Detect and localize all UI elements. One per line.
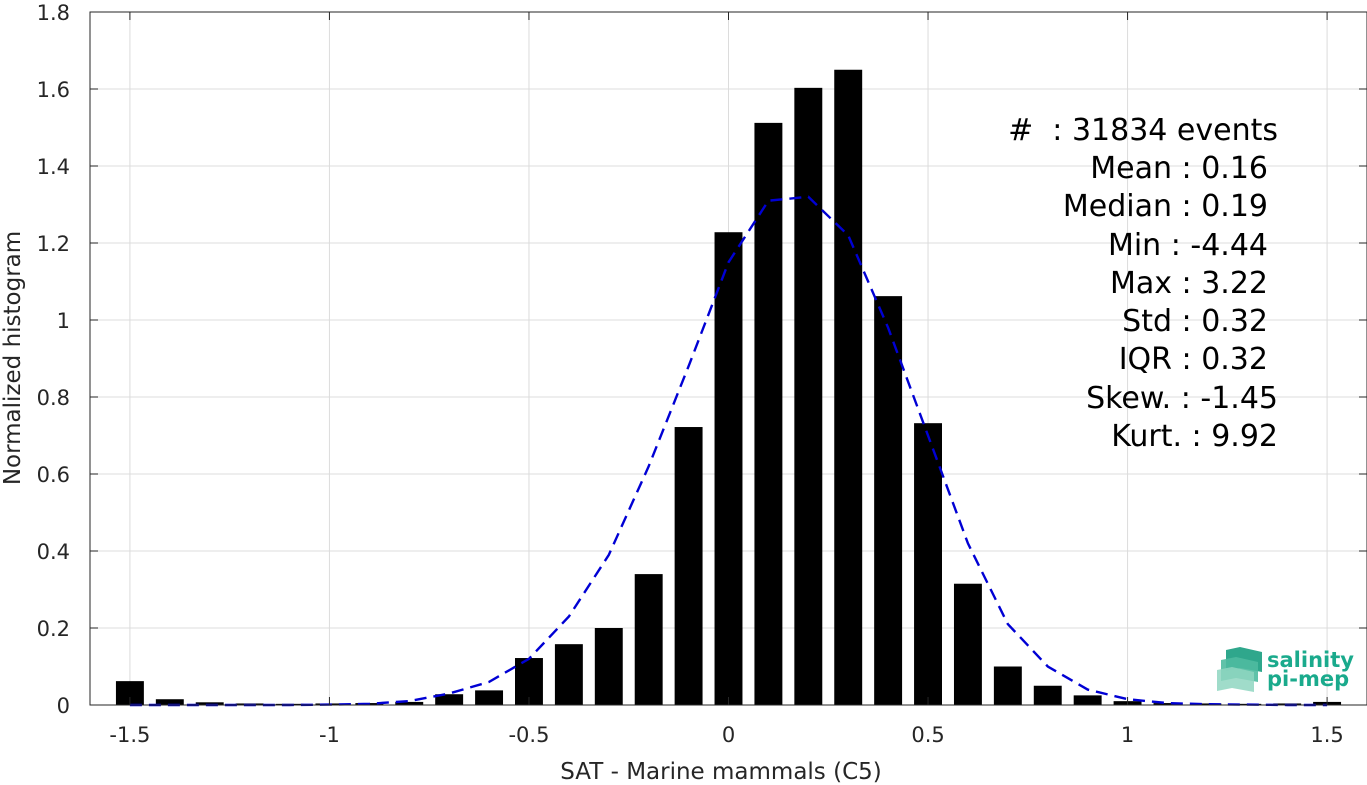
histogram-bar xyxy=(115,681,144,705)
histogram-bar xyxy=(1033,685,1062,705)
y-tick-label: 0.6 xyxy=(37,463,70,487)
stats-max: Max : 3.22 xyxy=(1110,266,1268,301)
logo-wave-icon xyxy=(1217,647,1262,692)
y-tick-label: 0.2 xyxy=(37,617,70,641)
logo-text-pi-mep: pi-mep xyxy=(1267,667,1349,691)
stats-skew: Skew. : -1.45 xyxy=(1086,381,1278,416)
x-tick-label: -0.5 xyxy=(508,723,549,747)
histogram-bar xyxy=(794,87,823,706)
stats-kurt: Kurt. : 9.92 xyxy=(1111,419,1278,454)
histogram-bar xyxy=(594,628,623,705)
y-tick-label: 1 xyxy=(57,309,70,333)
histogram-bar xyxy=(634,574,663,705)
y-tick-label: 1.4 xyxy=(37,155,70,179)
x-tick-labels: -1.5 -1 -0.5 0 0.5 1 1.5 xyxy=(109,723,1343,747)
stats-min: Min : -4.44 xyxy=(1108,228,1268,263)
histogram-bar xyxy=(953,583,982,705)
histogram-bar xyxy=(475,690,504,705)
x-tick-label: 0.5 xyxy=(911,723,944,747)
y-axis-label: Normalized histogram xyxy=(0,231,26,485)
stats-mean: Mean : 0.16 xyxy=(1090,151,1268,186)
salinity-pi-mep-logo: salinity pi-mep xyxy=(1217,647,1354,692)
y-tick-label: 1.2 xyxy=(37,232,70,256)
logo-text-salinity: salinity xyxy=(1267,648,1354,672)
histogram-bar xyxy=(714,232,743,705)
histogram-bar xyxy=(674,427,703,705)
axis-ticks xyxy=(90,11,1367,706)
y-tick-label: 1.6 xyxy=(37,78,70,102)
x-tick-label: 0 xyxy=(722,723,735,747)
x-tick-label: 1.5 xyxy=(1310,723,1343,747)
histogram-bar xyxy=(993,666,1022,705)
histogram-bar xyxy=(1073,695,1102,705)
y-tick-label: 1.8 xyxy=(37,1,70,25)
x-tick-label: -1 xyxy=(319,723,340,747)
x-tick-label: -1.5 xyxy=(109,723,150,747)
y-tick-label: 0 xyxy=(57,694,70,718)
histogram-bar xyxy=(155,699,184,705)
histogram-bar xyxy=(754,122,783,705)
y-tick-label: 0.4 xyxy=(37,540,70,564)
histogram-bar xyxy=(914,423,942,705)
histogram-bar xyxy=(435,694,464,705)
histogram-bar xyxy=(395,701,424,705)
histogram-bar xyxy=(1193,703,1222,705)
stats-count: # : 31834 events xyxy=(1008,113,1278,148)
x-axis-label: SAT - Marine mammals (C5) xyxy=(560,759,882,785)
stats-median: Median : 0.19 xyxy=(1063,189,1268,224)
histogram-bar xyxy=(195,702,224,705)
y-tick-labels: 0 0.2 0.4 0.6 0.8 1 1.2 1.4 1.6 1.8 xyxy=(37,1,70,718)
histogram-bar xyxy=(1153,703,1182,705)
histogram-bar xyxy=(874,296,903,705)
histogram-bar xyxy=(834,69,863,705)
y-tick-label: 0.8 xyxy=(37,386,70,410)
x-tick-label: 1 xyxy=(1121,723,1134,747)
stats-std: Std : 0.32 xyxy=(1122,304,1268,339)
histogram-bar xyxy=(554,644,583,705)
stats-iqr: IQR : 0.32 xyxy=(1119,342,1268,377)
stats-box: # : 31834 events Mean : 0.16 Median : 0.… xyxy=(1008,113,1278,454)
